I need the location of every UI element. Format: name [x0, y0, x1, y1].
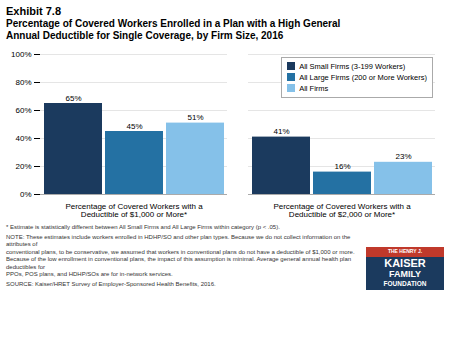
svg-text:16%: 16%	[334, 162, 350, 171]
svg-text:65%: 65%	[65, 94, 81, 103]
html-text:Percentage of Covered Workers: Percentage of Covered Workers Enrolled i…	[6, 18, 341, 41]
svg-text:80%: 80%	[15, 78, 31, 87]
html-text:Exhibit 7.8: Exhibit 7.8	[6, 5, 61, 17]
svg-text:0%: 0%	[20, 190, 32, 199]
html-text:FOUNDATION: FOUNDATION	[383, 279, 427, 287]
svg-text:100%: 100%	[11, 50, 31, 59]
svg-text:40%: 40%	[15, 134, 31, 143]
html-text:All Small Firms (3-199 Workers: All Small Firms (3-199 Workers)	[299, 62, 406, 71]
html-text:THE HENRY J.: THE HENRY J.	[387, 247, 423, 254]
html-text:KAISER: KAISER	[384, 256, 426, 269]
html-text:FAMILY: FAMILY	[388, 269, 422, 280]
html-text:All Large Firms (200 or More W: All Large Firms (200 or More Workers)	[299, 73, 427, 82]
svg-text:45%: 45%	[126, 122, 142, 131]
svg-text:60%: 60%	[15, 106, 31, 115]
svg-text:41%: 41%	[273, 127, 289, 136]
svg-text:Percentage of Covered Workers: Percentage of Covered Workers with aDedu…	[65, 202, 203, 219]
svg-text:20%: 20%	[15, 162, 31, 171]
html-text:NOTE: These estimates include: NOTE: These estimates include workers en…	[6, 233, 355, 277]
svg-text:23%: 23%	[395, 152, 411, 161]
html-text:All Firms: All Firms	[299, 84, 329, 93]
svg-text:Percentage of Covered Workers: Percentage of Covered Workers with aDedu…	[273, 202, 411, 219]
svg-text:51%: 51%	[187, 113, 203, 122]
html-text:* Estimate is statistically di: * Estimate is statistically different be…	[6, 224, 280, 230]
html-text:SOURCE: Kaiser/HRET Survey of: SOURCE: Kaiser/HRET Survey of Employer-S…	[6, 280, 216, 287]
